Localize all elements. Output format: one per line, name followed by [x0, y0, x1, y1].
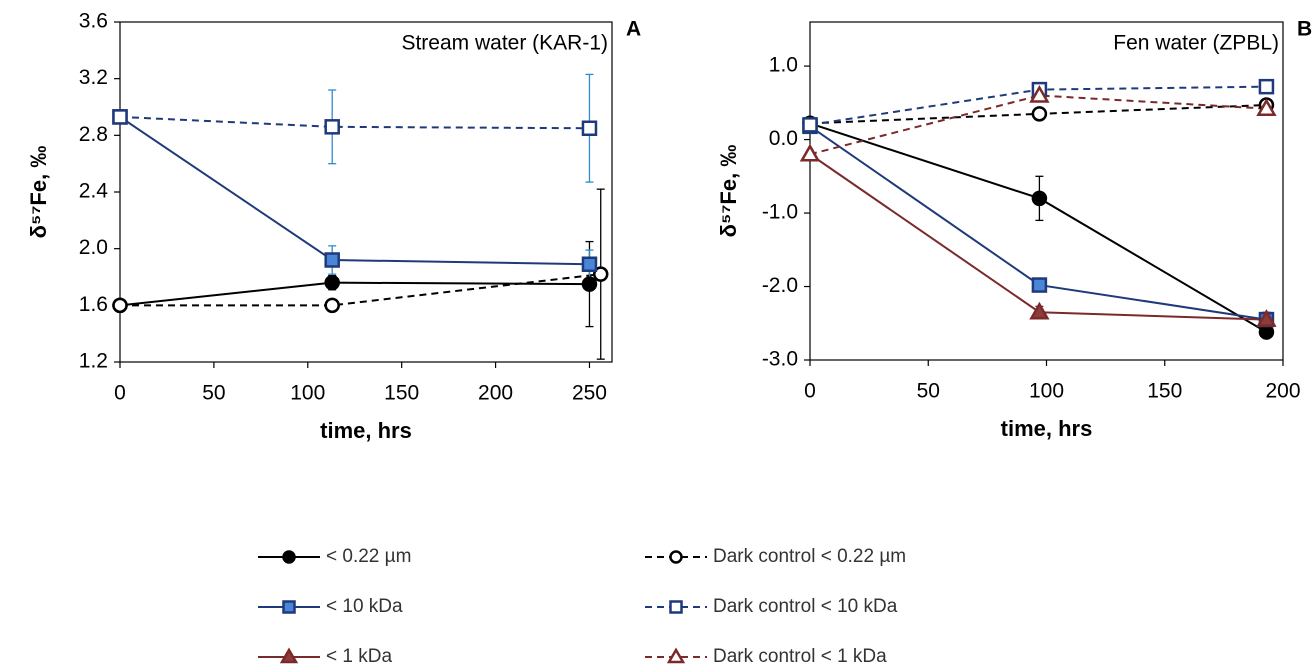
y-tick-label: 1.6 — [79, 293, 108, 316]
marker — [1031, 277, 1048, 293]
series-line — [809, 94, 1267, 156]
marker — [592, 266, 609, 282]
legend: < 0.22 µm Dark control < 0.22 µm < 10 kDa D… — [258, 546, 906, 667]
legend-label: Dark control < 0.22 µm — [713, 546, 906, 567]
marker — [1256, 309, 1277, 327]
x-axis-title: time, hrs — [1001, 416, 1093, 441]
legend-item: < 1 kDa — [258, 646, 392, 667]
marker — [1256, 98, 1277, 116]
marker — [1031, 106, 1048, 122]
marker — [1031, 190, 1048, 207]
legend-label: < 1 kDa — [326, 646, 392, 667]
x-tick-label: 100 — [1029, 380, 1064, 403]
panel-title: Stream water (KAR-1) — [401, 32, 608, 55]
series-line — [119, 115, 590, 130]
legend-marker — [669, 550, 683, 564]
legend-label: < 0.22 µm — [326, 546, 411, 567]
panel-letter: A — [626, 18, 641, 41]
y-tick-label: 2.8 — [79, 123, 108, 146]
y-tick-label: -2.0 — [762, 274, 798, 297]
y-tick-label: 2.4 — [79, 180, 109, 203]
x-tick-label: 100 — [290, 382, 325, 405]
marker — [1029, 84, 1050, 103]
marker — [112, 297, 128, 314]
panel-title: Fen water (ZPBL) — [1113, 32, 1279, 55]
x-tick-label: 0 — [114, 382, 126, 405]
legend-marker — [282, 600, 296, 614]
marker — [581, 256, 598, 272]
y-tick-label: 1.0 — [769, 54, 798, 77]
x-tick-label: 250 — [572, 382, 607, 405]
marker — [1029, 301, 1050, 320]
legend-label: Dark control < 10 kDa — [713, 596, 898, 617]
y-tick-label: 1.2 — [79, 350, 108, 373]
y-tick-label: -3.0 — [762, 348, 798, 371]
marker — [799, 143, 821, 162]
y-tick-label: 3.6 — [79, 10, 108, 33]
legend-marker — [669, 600, 683, 614]
legend-item: Dark control < 0.22 µm — [645, 546, 906, 567]
plot-frame — [809, 21, 1284, 361]
marker — [324, 119, 340, 135]
panel: 1.2 1.6 2.0 2.4 2.8 3.2 3.6 0 50 100 150 200 250 time… — [26, 10, 641, 443]
legend-marker — [666, 647, 686, 664]
marker — [324, 274, 340, 291]
marker — [1258, 78, 1275, 95]
plot-frame — [119, 21, 613, 363]
x-tick-label: 150 — [384, 382, 419, 405]
legend-marker — [282, 550, 296, 564]
marker — [581, 120, 598, 136]
x-tick-label: 200 — [1265, 380, 1300, 403]
legend-item: Dark control < 1 kDa — [645, 646, 887, 667]
y-tick-label: -1.0 — [762, 201, 798, 224]
series-line — [809, 153, 1267, 321]
x-tick-label: 200 — [478, 382, 513, 405]
x-tick-label: 50 — [202, 382, 225, 405]
series-line — [120, 273, 601, 307]
panel: -3.0 -2.0 -1.0 0.0 1.0 0 50 100 150 200 time, hrs δ… — [716, 18, 1312, 441]
legend-item: Dark control < 10 kDa — [645, 596, 898, 617]
y-axis-title: δ⁵⁷Fe, ‰ — [716, 145, 741, 238]
marker — [324, 252, 340, 268]
y-tick-label: 3.2 — [79, 66, 108, 89]
x-tick-label: 0 — [804, 380, 816, 403]
series-line — [809, 122, 1267, 333]
y-tick-label: 0.0 — [769, 127, 798, 150]
series-line — [119, 116, 590, 266]
x-axis-title: time, hrs — [320, 418, 412, 443]
marker — [1258, 324, 1275, 340]
marker — [324, 297, 340, 314]
legend-item: < 0.22 µm — [258, 546, 411, 567]
legend-item: < 10 kDa — [258, 596, 403, 617]
y-tick-label: 2.0 — [79, 236, 108, 259]
legend-marker — [279, 647, 299, 664]
panel-letter: B — [1297, 18, 1312, 41]
y-axis-title: δ⁵⁷Fe, ‰ — [26, 146, 51, 239]
x-tick-label: 50 — [917, 380, 940, 403]
legend-label: Dark control < 1 kDa — [713, 646, 887, 667]
legend-label: < 10 kDa — [326, 596, 403, 617]
marker — [581, 276, 598, 292]
x-tick-label: 150 — [1147, 380, 1182, 403]
marker — [802, 117, 818, 133]
marker — [112, 109, 128, 125]
